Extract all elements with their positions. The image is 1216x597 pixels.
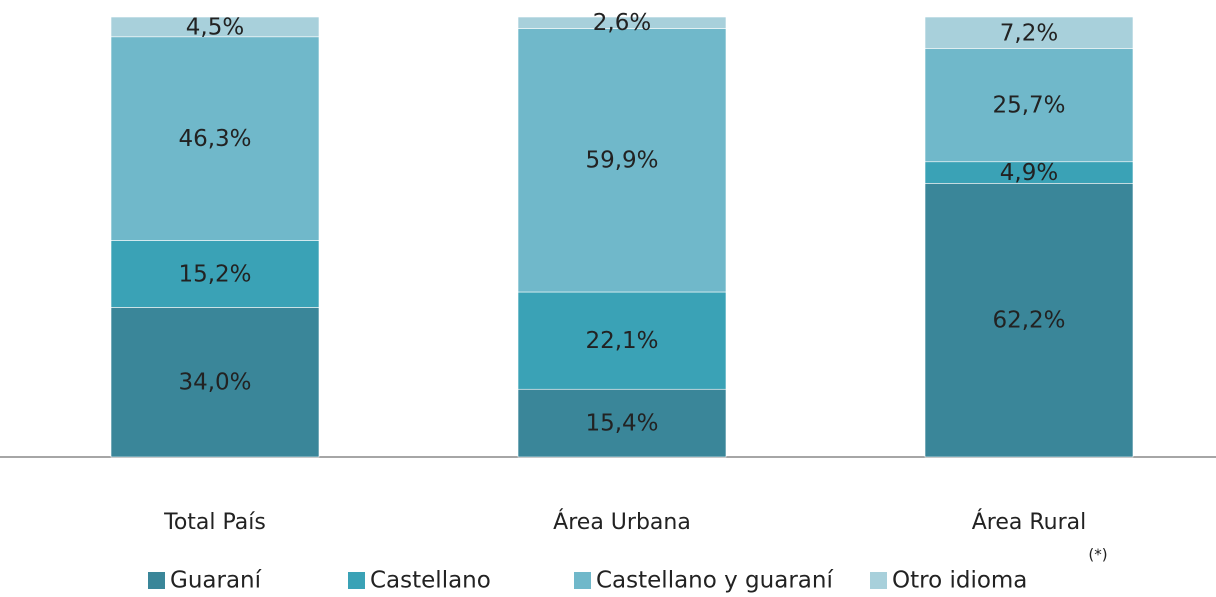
data-label: 46,3% bbox=[178, 126, 251, 152]
annotation: (*) bbox=[1088, 546, 1107, 564]
bar-segment bbox=[924, 16, 1134, 49]
bar-segment bbox=[517, 291, 727, 390]
legend-swatch bbox=[870, 572, 887, 589]
data-label: 15,4% bbox=[585, 411, 658, 437]
data-label: 62,2% bbox=[992, 308, 1065, 334]
legend-swatch bbox=[148, 572, 165, 589]
bar-segment bbox=[924, 48, 1134, 163]
data-label: 34,0% bbox=[178, 370, 251, 396]
data-label: 22,1% bbox=[585, 328, 658, 354]
data-label: 4,5% bbox=[186, 14, 244, 40]
x-tick-label: Total País bbox=[163, 510, 266, 535]
legend-label: Guaraní bbox=[170, 568, 262, 594]
legend-swatch bbox=[348, 572, 365, 589]
bar-segment bbox=[517, 28, 727, 293]
bar-segment bbox=[517, 388, 727, 458]
x-tick-label: Área Rural bbox=[972, 509, 1087, 535]
data-label: 7,2% bbox=[1000, 20, 1058, 46]
bar-segment bbox=[924, 183, 1134, 458]
data-label: 4,9% bbox=[1000, 160, 1058, 186]
bar-segment bbox=[110, 240, 320, 308]
bar-segment bbox=[517, 16, 727, 29]
data-label: 25,7% bbox=[992, 93, 1065, 119]
bar-segment bbox=[110, 16, 320, 38]
bar-segment bbox=[110, 36, 320, 241]
bar-segment bbox=[110, 307, 320, 458]
legend-label: Castellano bbox=[370, 568, 491, 594]
legend-swatch bbox=[574, 572, 591, 589]
x-tick-label: Área Urbana bbox=[553, 509, 691, 535]
legend-label: Otro idioma bbox=[892, 568, 1027, 594]
data-label: 2,6% bbox=[593, 10, 651, 36]
data-label: 59,9% bbox=[585, 148, 658, 174]
data-label: 15,2% bbox=[178, 261, 251, 287]
legend-label: Castellano y guaraní bbox=[596, 568, 833, 594]
